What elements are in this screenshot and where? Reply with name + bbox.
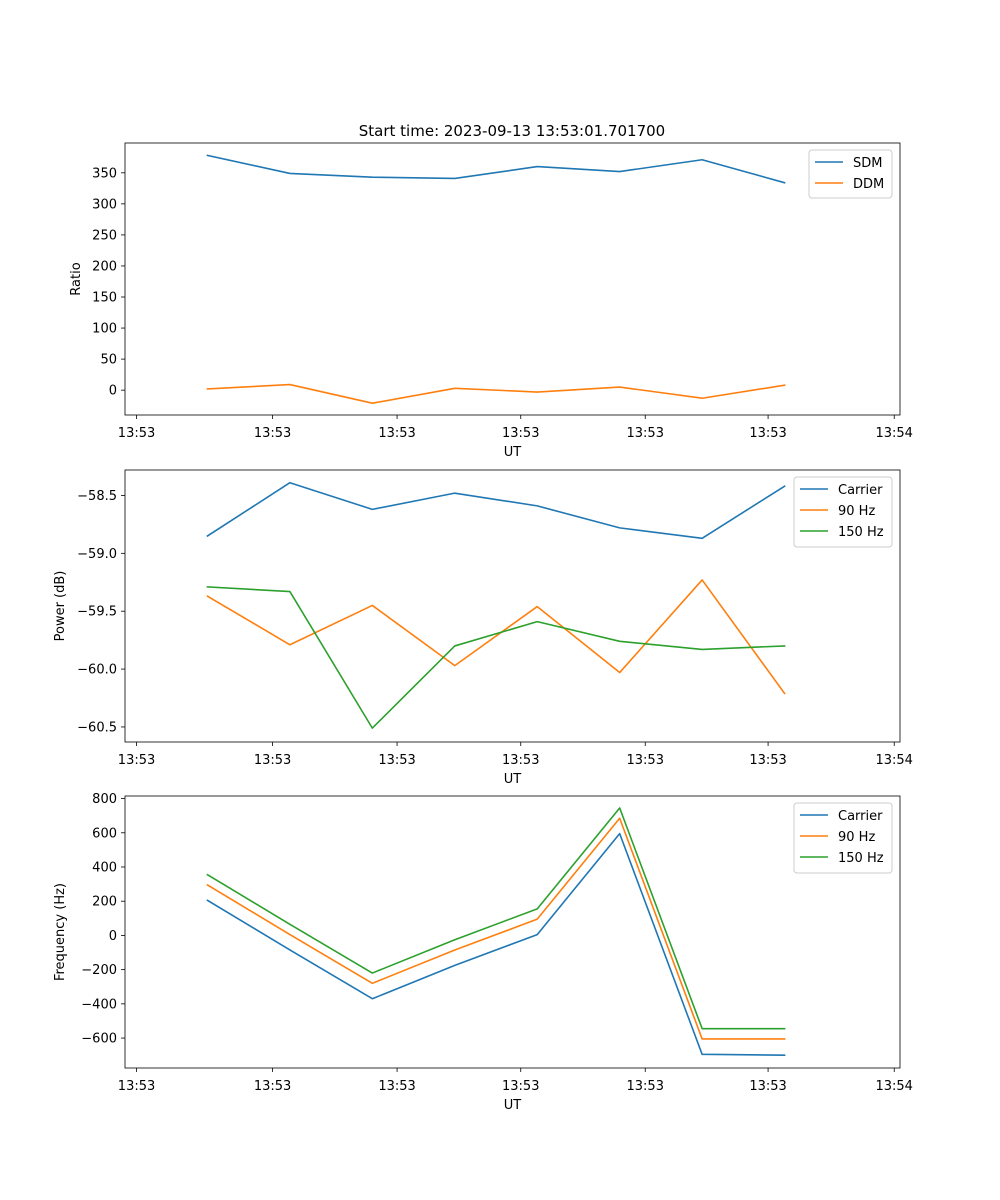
x-axis-label: UT bbox=[504, 1098, 522, 1113]
y-tick-label: 0 bbox=[109, 929, 117, 944]
y-tick-label: −59.0 bbox=[77, 547, 117, 562]
y-tick-label: −58.5 bbox=[77, 489, 117, 504]
panels: 13:53 13:53 13:53 13:53 13:53 13:53 13:54 0 50 10… bbox=[53, 142, 913, 1113]
x-tick-label: 13:53 bbox=[749, 753, 786, 768]
series-line-150-hz bbox=[206, 586, 786, 729]
series-line-ddm bbox=[206, 383, 786, 405]
series-line-sdm bbox=[206, 154, 786, 184]
legend-box bbox=[793, 802, 893, 874]
x-tick-label: 13:53 bbox=[378, 753, 415, 768]
x-tick-label: 13:53 bbox=[378, 1079, 415, 1094]
legend-box bbox=[793, 476, 893, 548]
x-tick-label: 13:54 bbox=[875, 1079, 912, 1094]
series-line-150-hz bbox=[206, 807, 786, 1030]
x-tick-label: 13:53 bbox=[118, 1079, 155, 1094]
legend: Carrier 90 Hz 150 Hz bbox=[793, 802, 893, 874]
x-tick-label: 13:53 bbox=[378, 426, 415, 441]
x-tick-label: 13:53 bbox=[627, 1079, 664, 1094]
y-tick-label: 600 bbox=[92, 826, 117, 841]
legend-label-90-hz: 90 Hz bbox=[838, 830, 875, 845]
series-line-carrier bbox=[206, 832, 786, 1056]
x-tick-label: 13:53 bbox=[502, 753, 539, 768]
y-tick-label: 400 bbox=[92, 860, 117, 875]
x-tick-label: 13:53 bbox=[502, 1079, 539, 1094]
x-tick-label: 13:53 bbox=[627, 426, 664, 441]
y-tick-label: 0 bbox=[109, 384, 117, 399]
legend-label-carrier: Carrier bbox=[838, 809, 883, 824]
y-tick-label: 100 bbox=[92, 322, 117, 337]
y-tick-label: 350 bbox=[92, 166, 117, 181]
x-tick-label: 13:53 bbox=[118, 426, 155, 441]
y-tick-label: 250 bbox=[92, 228, 117, 243]
y-tick-label: −400 bbox=[81, 997, 117, 1012]
y-tick-label: 200 bbox=[92, 895, 117, 910]
panel-1: 13:53 13:53 13:53 13:53 13:53 13:53 13:54 0 50 10… bbox=[69, 142, 913, 460]
y-tick-label: 150 bbox=[92, 291, 117, 306]
series-line-90-hz bbox=[206, 579, 786, 695]
series-line-90-hz bbox=[206, 817, 786, 1040]
legend-label-ddm: DDM bbox=[853, 177, 884, 192]
y-tick-label: −200 bbox=[81, 963, 117, 978]
y-tick-label: 800 bbox=[92, 792, 117, 807]
x-tick-label: 13:53 bbox=[749, 426, 786, 441]
series-line-carrier bbox=[206, 481, 786, 540]
x-tick-label: 13:53 bbox=[749, 1079, 786, 1094]
x-tick-label: 13:54 bbox=[875, 426, 912, 441]
axes-frame bbox=[124, 142, 901, 416]
y-tick-label: −59.5 bbox=[77, 605, 117, 620]
x-axis-label: UT bbox=[504, 772, 522, 787]
legend-label-90-hz: 90 Hz bbox=[838, 504, 875, 519]
figure-title: Start time: 2023-09-13 13:53:01.701700 bbox=[359, 122, 665, 140]
legend: SDM DDM bbox=[808, 149, 893, 199]
y-tick-label: −60.0 bbox=[77, 663, 117, 678]
axes-frame bbox=[124, 469, 901, 743]
y-axis-label: Power (dB) bbox=[53, 571, 68, 642]
x-tick-label: 13:53 bbox=[118, 753, 155, 768]
y-tick-label: 200 bbox=[92, 259, 117, 274]
x-tick-label: 13:53 bbox=[254, 1079, 291, 1094]
y-axis-label: Ratio bbox=[69, 262, 84, 295]
legend-label-sdm: SDM bbox=[853, 156, 882, 171]
axes-frame bbox=[124, 795, 901, 1069]
x-tick-label: 13:54 bbox=[875, 753, 912, 768]
panel-3: 13:53 13:53 13:53 13:53 13:53 13:53 13:54 −600 −… bbox=[53, 792, 913, 1113]
x-tick-label: 13:53 bbox=[254, 753, 291, 768]
legend-label-carrier: Carrier bbox=[838, 483, 883, 498]
panel-2: 13:53 13:53 13:53 13:53 13:53 13:53 13:54 −60.5… bbox=[53, 469, 913, 787]
x-tick-label: 13:53 bbox=[627, 753, 664, 768]
y-tick-label: −600 bbox=[81, 1032, 117, 1047]
y-tick-label: 50 bbox=[100, 353, 117, 368]
x-axis-label: UT bbox=[504, 445, 522, 460]
legend-label-150-hz: 150 Hz bbox=[838, 525, 884, 540]
x-tick-label: 13:53 bbox=[502, 426, 539, 441]
y-axis-label: Frequency (Hz) bbox=[53, 883, 68, 981]
legend-label-150-hz: 150 Hz bbox=[838, 851, 884, 866]
y-tick-label: −60.5 bbox=[77, 720, 117, 735]
y-tick-label: 300 bbox=[92, 197, 117, 212]
legend: Carrier 90 Hz 150 Hz bbox=[793, 476, 893, 548]
x-tick-label: 13:53 bbox=[254, 426, 291, 441]
